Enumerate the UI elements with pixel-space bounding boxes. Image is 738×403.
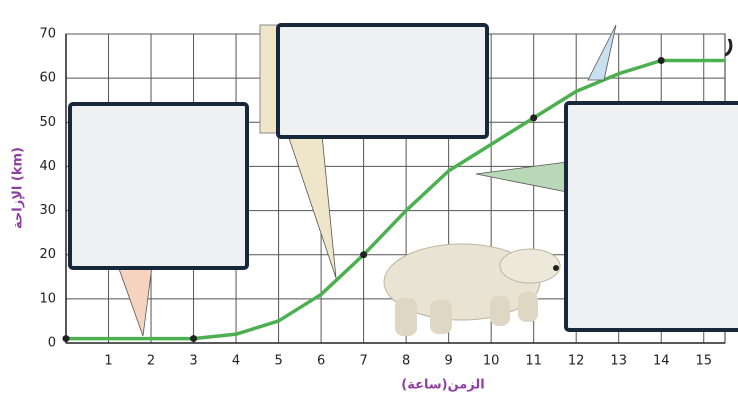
data-point bbox=[62, 335, 70, 343]
y-axis-title: الإزاحة (km) bbox=[11, 147, 26, 229]
x-tick-label: 9 bbox=[445, 354, 453, 369]
x-tick-label: 1 bbox=[104, 354, 112, 369]
x-tick-label: 2 bbox=[147, 354, 155, 369]
y-tick-label: 70 bbox=[39, 27, 56, 42]
polar-bear bbox=[383, 243, 561, 336]
x-tick-label: 12 bbox=[568, 354, 585, 369]
y-tick-label: 50 bbox=[39, 115, 56, 130]
x-tick-label: 14 bbox=[653, 354, 670, 369]
y-tick-label: 20 bbox=[39, 247, 56, 262]
x-tick-label: 8 bbox=[402, 354, 410, 369]
x-tick-label: 6 bbox=[317, 354, 325, 369]
y-tick-label: 30 bbox=[39, 203, 56, 218]
callout-box bbox=[68, 102, 249, 270]
x-axis-title: الزمن(ساعة) bbox=[401, 378, 484, 393]
y-tick-label: 0 bbox=[48, 336, 56, 351]
x-tick-label: 3 bbox=[189, 354, 197, 369]
data-point bbox=[657, 56, 665, 64]
x-tick-label: 5 bbox=[274, 354, 282, 369]
x-tick-label: 15 bbox=[695, 354, 712, 369]
data-point bbox=[190, 335, 198, 343]
data-point bbox=[360, 251, 368, 259]
data-point bbox=[530, 114, 538, 122]
overlay bbox=[68, 23, 738, 337]
data-line bbox=[66, 58, 725, 341]
x-tick-label: 13 bbox=[610, 354, 627, 369]
y-tick-label: 40 bbox=[39, 159, 56, 174]
y-tick-label: 10 bbox=[39, 291, 56, 306]
x-tick-label: 10 bbox=[483, 354, 500, 369]
x-tick-label: 11 bbox=[525, 354, 542, 369]
callout-box bbox=[564, 101, 738, 332]
callout-box bbox=[276, 23, 489, 139]
y-tick-label: 60 bbox=[39, 71, 56, 86]
x-tick-label: 7 bbox=[359, 354, 367, 369]
callout-tail bbox=[587, 24, 617, 81]
x-tick-label: 4 bbox=[232, 354, 240, 369]
